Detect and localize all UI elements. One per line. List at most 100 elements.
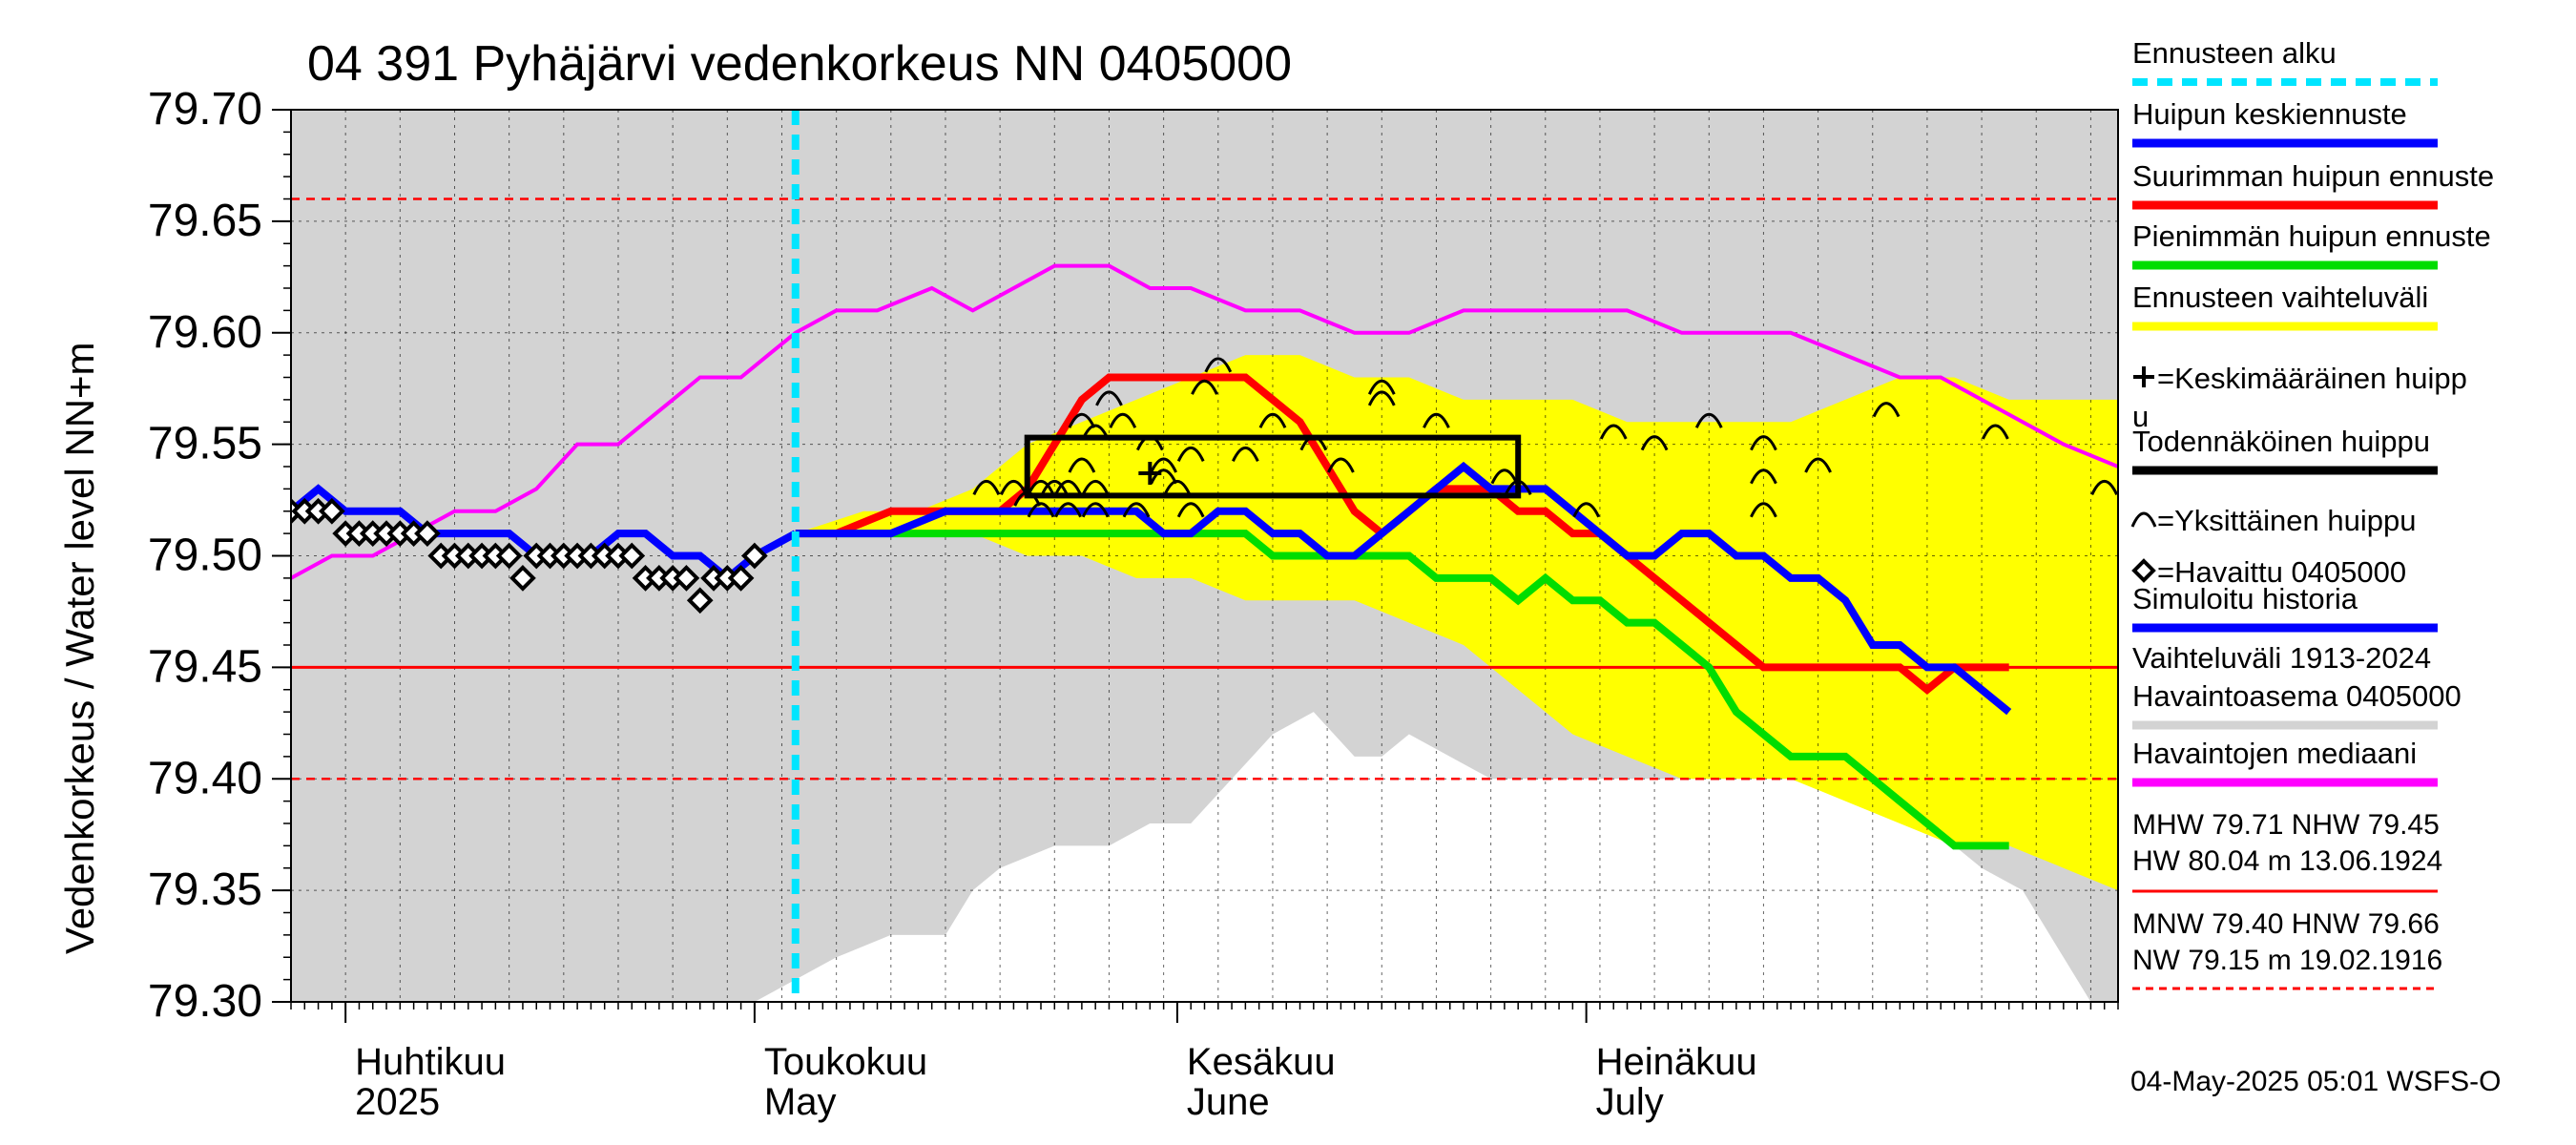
plot-area bbox=[291, 110, 2118, 1002]
individual-peak-marker bbox=[1599, 424, 1628, 440]
individual-peak-marker bbox=[1081, 502, 1110, 518]
observed-marker bbox=[509, 565, 536, 592]
legend: Ennusteen alku Huipun keskiennuste Suurimm… bbox=[2130, 36, 2494, 787]
likely-peak-box bbox=[1024, 434, 1522, 499]
individual-peak-marker bbox=[1750, 435, 1777, 451]
y-tick-label: 79.45 bbox=[148, 641, 262, 692]
mean-peak-marker bbox=[1138, 462, 1162, 486]
legend-label: =Keskimääräinen huipp bbox=[2157, 362, 2467, 395]
stats-line-2: HW 80.04 m 13.06.1924 bbox=[2132, 845, 2442, 877]
legend-label: Ennusteen alku bbox=[2132, 36, 2337, 70]
individual-peak-marker bbox=[1572, 502, 1601, 518]
legend-label: Ennusteen vaihteluväli bbox=[2132, 281, 2428, 314]
y-axis-label: Vedenkorkeus / Water level NN+m bbox=[57, 342, 102, 954]
individual-peak-marker bbox=[972, 479, 1001, 496]
individual-peak-marker bbox=[1804, 457, 1832, 473]
x-month-label-en: 2025 bbox=[355, 1081, 440, 1123]
x-month-label-fi: Kesäkuu bbox=[1187, 1041, 1336, 1083]
legend-label: Havaintoasema 0405000 bbox=[2132, 679, 2462, 713]
individual-peak-marker bbox=[1872, 402, 1901, 418]
observed-marker bbox=[319, 497, 345, 525]
individual-peak-marker bbox=[1232, 446, 1259, 462]
x-month-label-fi: Huhtikuu bbox=[355, 1041, 506, 1083]
individual-peak-marker bbox=[1081, 479, 1110, 496]
individual-peak-marker bbox=[1204, 357, 1233, 373]
individual-peak-marker bbox=[1176, 446, 1205, 462]
x-month-label-en: May bbox=[764, 1081, 837, 1123]
individual-peak-marker bbox=[1258, 412, 1287, 428]
stats-line-3: MNW 79.40 HNW 79.66 bbox=[2132, 908, 2440, 940]
observed-marker bbox=[686, 587, 714, 614]
individual-peak-marker bbox=[1068, 412, 1096, 428]
observed-marker bbox=[495, 542, 523, 570]
x-month-label-en: June bbox=[1187, 1081, 1270, 1123]
legend-label: Todennäköinen huippu bbox=[2132, 425, 2430, 458]
individual-peak-markers bbox=[972, 357, 2118, 518]
individual-peak-marker bbox=[1040, 479, 1069, 496]
legend-label: u bbox=[2132, 400, 2149, 433]
legend-label: Simuloitu historia bbox=[2132, 582, 2358, 615]
observed-marker bbox=[414, 520, 441, 547]
y-tick-label: 79.30 bbox=[148, 976, 262, 1027]
individual-peak-marker bbox=[1982, 424, 2009, 440]
individual-peak-marker bbox=[2090, 479, 2118, 496]
individual-peak-marker bbox=[1327, 457, 1355, 473]
individual-peak-marker bbox=[1000, 479, 1028, 496]
individual-peak-marker bbox=[1027, 502, 1055, 518]
individual-peak-marker bbox=[1109, 412, 1137, 428]
individual-peak-marker bbox=[1027, 479, 1055, 496]
x-month-label-fi: Toukokuu bbox=[764, 1041, 927, 1083]
individual-peak-marker bbox=[1068, 457, 1096, 473]
legend-symbol-arc bbox=[2130, 511, 2157, 528]
y-tick-label: 79.35 bbox=[148, 864, 262, 915]
chart-title: 04 391 Pyhäjärvi vedenkorkeus NN 0405000 bbox=[307, 36, 1292, 92]
individual-peak-marker bbox=[1150, 457, 1177, 473]
individual-peak-marker bbox=[1054, 502, 1082, 518]
mean-peak-plus bbox=[1138, 462, 1162, 486]
legend-label: Havaintojen mediaani bbox=[2132, 737, 2417, 770]
stats-block-2: MNW 79.40 HNW 79.66 NW 79.15 m 19.02.191… bbox=[2132, 908, 2442, 990]
individual-peak-marker bbox=[1694, 412, 1723, 428]
y-tick-label: 79.50 bbox=[148, 531, 262, 581]
individual-peak-marker bbox=[1750, 468, 1777, 485]
observed-marker bbox=[741, 542, 768, 570]
legend-label: =Havaittu 0405000 bbox=[2157, 555, 2406, 589]
observed-marker bbox=[618, 542, 646, 570]
x-month-label-fi: Heinäkuu bbox=[1596, 1041, 1757, 1083]
individual-peak-marker bbox=[1423, 412, 1450, 428]
y-tick-label: 79.70 bbox=[148, 84, 262, 135]
legend-label: Huipun keskiennuste bbox=[2132, 97, 2407, 131]
individual-peak-marker bbox=[1176, 502, 1205, 518]
individual-peak-marker bbox=[1367, 379, 1396, 395]
legend-label: Pienimmän huipun ennuste bbox=[2132, 219, 2491, 253]
individual-peak-marker bbox=[1095, 390, 1123, 406]
observed-marker bbox=[727, 565, 755, 592]
legend-symbol-diamond bbox=[2131, 558, 2156, 583]
y-axis: 79.70 79.65 79.60 79.55 79.50 79.45 79.40 79.35… bbox=[148, 84, 291, 1027]
stats-line-1: MHW 79.71 NHW 79.45 bbox=[2132, 809, 2440, 841]
individual-peak-marker bbox=[1163, 479, 1192, 496]
y-tick-label: 79.60 bbox=[148, 307, 262, 358]
median-line bbox=[291, 263, 2118, 580]
individual-peak-marker bbox=[1490, 468, 1519, 485]
individual-peak-marker bbox=[1191, 379, 1218, 395]
observed-markers bbox=[291, 497, 768, 614]
footer-timestamp: 04-May-2025 05:01 WSFS-O bbox=[2130, 1066, 2502, 1097]
y-tick-label: 79.55 bbox=[148, 419, 262, 469]
observed-marker bbox=[673, 565, 700, 592]
individual-peak-marker bbox=[1367, 390, 1396, 406]
legend-label: Vaihteluväli 1913-2024 bbox=[2132, 641, 2431, 675]
forecast-max-line bbox=[795, 373, 2009, 695]
individual-peak-marker bbox=[1640, 435, 1669, 451]
individual-peak-marker bbox=[1122, 502, 1151, 518]
legend-symbol-plus bbox=[2133, 366, 2154, 387]
individual-peak-marker bbox=[1150, 468, 1177, 485]
forecast-min-line bbox=[795, 530, 2009, 850]
x-month-label-en: July bbox=[1596, 1081, 1664, 1123]
stats-line-4: NW 79.15 m 19.02.1916 bbox=[2132, 945, 2442, 976]
legend-label: Suurimman huipun ennuste bbox=[2132, 159, 2494, 193]
individual-peak-marker bbox=[1054, 479, 1082, 496]
y-tick-label: 79.40 bbox=[148, 753, 262, 803]
